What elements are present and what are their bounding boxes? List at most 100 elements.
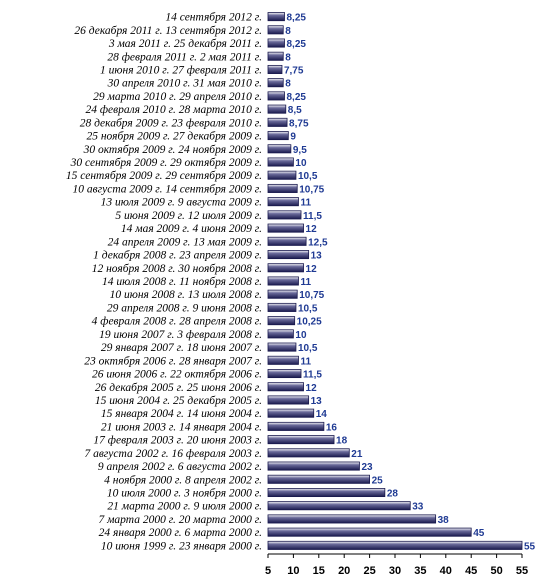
category-label: 24 февраля 2010 г. 28 марта 2010 г. <box>85 104 262 116</box>
x-tick-label: 55 <box>516 565 528 577</box>
category-label: 26 июня 2006 г. 22 октября 2006 г. <box>92 369 262 381</box>
data-label: 12,5 <box>308 237 328 248</box>
bar <box>267 236 307 246</box>
data-label: 33 <box>412 502 424 513</box>
bar <box>267 355 299 365</box>
data-label: 28 <box>387 489 399 500</box>
category-label: 15 сентября 2009 г. 29 сентября 2009 г. <box>66 170 262 182</box>
category-label: 10 июня 2008 г. 13 июля 2008 г. <box>110 289 262 301</box>
bar <box>267 382 304 392</box>
category-label: 26 декабря 2005 г. 25 июня 2006 г. <box>95 382 262 394</box>
data-label: 9,5 <box>293 145 307 156</box>
category-label: 7 августа 2002 г. 16 февраля 2003 г. <box>84 448 262 460</box>
data-label: 18 <box>336 436 348 447</box>
category-label: 12 ноября 2008 г. 30 ноября 2008 г. <box>92 263 262 275</box>
data-label: 12 <box>306 383 318 394</box>
bar <box>267 448 350 458</box>
bars-layer <box>267 12 523 550</box>
data-label: 11 <box>300 198 311 209</box>
bar <box>267 369 302 379</box>
bar <box>267 51 284 61</box>
bar <box>267 78 284 88</box>
x-tick-label: 5 <box>265 565 271 577</box>
bar <box>267 25 284 35</box>
category-label: 10 июня 1999 г. 23 января 2000 г. <box>101 540 262 552</box>
bar <box>267 461 360 471</box>
data-label: 12 <box>306 264 318 275</box>
x-tick-label: 20 <box>338 565 350 577</box>
data-label: 10,5 <box>298 303 318 314</box>
category-label: 21 июня 2003 г. 14 января 2004 г. <box>101 421 262 433</box>
bar <box>267 64 283 74</box>
category-label: 28 декабря 2009 г. 23 февраля 2010 г. <box>80 117 262 129</box>
category-label: 17 февраля 2003 г. 20 июня 2003 г. <box>93 435 262 447</box>
data-label: 11 <box>300 277 311 288</box>
bar <box>267 263 304 273</box>
data-label: 11 <box>300 356 311 367</box>
data-label: 7,75 <box>284 65 304 76</box>
x-tick-label: 15 <box>313 565 325 577</box>
bar <box>267 527 472 537</box>
category-label: 14 сентября 2012 г. <box>165 12 262 24</box>
bar <box>267 144 292 154</box>
bar <box>267 501 411 511</box>
category-label: 29 апреля 2008 г. 9 июня 2008 г. <box>107 302 262 314</box>
bar <box>267 131 289 141</box>
bar <box>267 421 325 431</box>
x-tick-label: 50 <box>490 565 502 577</box>
bar <box>267 540 523 550</box>
bar <box>267 170 297 180</box>
bar <box>267 408 315 418</box>
category-label: 15 января 2004 г. 14 июня 2004 г. <box>101 408 262 420</box>
bar <box>267 12 285 22</box>
category-label: 4 ноября 2000 г. 8 апреля 2002 г. <box>104 474 262 486</box>
bar <box>267 104 287 114</box>
category-label: 30 апреля 2010 г. 31 мая 2010 г. <box>107 78 262 90</box>
category-label: 3 мая 2011 г. 25 декабря 2011 г. <box>108 38 262 50</box>
category-label: 10 июля 2000 г. 3 ноября 2000 г. <box>107 488 262 500</box>
bar <box>267 435 335 445</box>
category-label: 21 марта 2000 г. 9 июля 2000 г. <box>107 501 262 513</box>
bar <box>267 316 296 326</box>
bar <box>267 329 294 339</box>
bar <box>267 474 370 484</box>
category-label: 26 декабря 2011 г. 13 сентября 2012 г. <box>74 25 262 37</box>
data-label: 45 <box>473 528 485 539</box>
x-tick-label: 25 <box>363 565 375 577</box>
bar <box>267 210 302 220</box>
bar <box>267 250 310 260</box>
x-tick-label: 10 <box>287 565 299 577</box>
x-tick-label: 45 <box>465 565 477 577</box>
data-label: 8 <box>285 52 291 63</box>
category-label: 29 января 2007 г. 18 июня 2007 г. <box>101 342 262 354</box>
data-label: 8 <box>285 26 291 37</box>
value-labels: 8,25 8 8,25 8 7,75 8 8,25 8,5 8,75 9 9,5 10 10,5 10,7… <box>284 13 536 553</box>
bar <box>267 183 298 193</box>
data-label: 10,5 <box>298 171 318 182</box>
data-label: 12 <box>306 224 318 235</box>
category-label: 24 января 2000 г. 6 марта 2000 г. <box>99 527 262 539</box>
bar <box>267 289 298 299</box>
x-tick-label: 30 <box>389 565 401 577</box>
data-label: 8 <box>285 79 291 90</box>
category-label: 9 апреля 2002 г. 6 августа 2002 г. <box>98 461 262 473</box>
category-label: 29 марта 2010 г. 29 апреля 2010 г. <box>93 91 262 103</box>
category-label: 30 сентября 2009 г. 29 октября 2009 г. <box>70 157 262 169</box>
bar <box>267 223 304 233</box>
data-label: 38 <box>438 515 450 526</box>
data-label: 8,5 <box>288 105 302 116</box>
data-label: 8,25 <box>287 13 307 24</box>
data-label: 10,75 <box>299 290 324 301</box>
data-label: 21 <box>351 449 363 460</box>
x-tick-label: 35 <box>414 565 426 577</box>
category-label: 13 июля 2009 г. 9 августа 2009 г. <box>101 197 262 209</box>
bar <box>267 91 285 101</box>
data-label: 25 <box>372 475 384 486</box>
data-label: 10,75 <box>299 184 324 195</box>
data-label: 11,5 <box>303 370 322 381</box>
data-label: 8,25 <box>287 92 307 103</box>
data-label: 23 <box>361 462 373 473</box>
category-label: 1 июня 2010 г. 27 февраля 2011 г. <box>100 64 262 76</box>
data-label: 11,5 <box>303 211 322 222</box>
